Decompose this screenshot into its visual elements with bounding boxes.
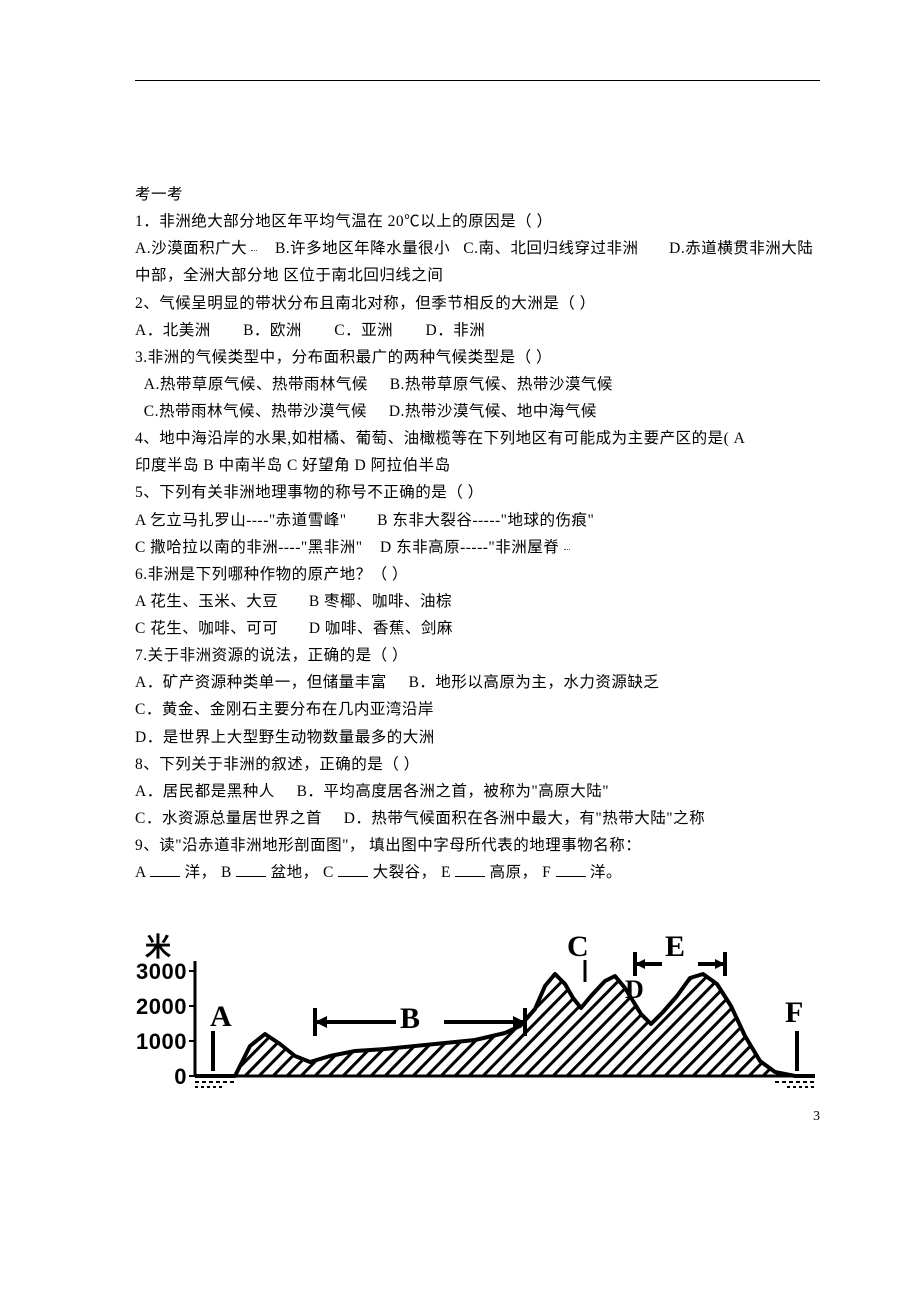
- page-number: 3: [813, 1109, 820, 1125]
- q6-opt-a: A 花生、玉米、大豆: [135, 593, 278, 610]
- dot-underline: [564, 547, 570, 550]
- q9-fill: A 洋， B 盆地， C 大裂谷， E 高原， F 洋。: [135, 859, 820, 886]
- q5-opt-a: A 乞立马扎罗山----"赤道雪峰": [135, 512, 347, 529]
- q7-opt-c: C．黄金、金刚石主要分布在几内亚湾沿岸: [135, 696, 820, 723]
- q7-options-1: A．矿产资源种类单一，但储量丰富 B．地形以高原为主，水力资源缺乏: [135, 669, 820, 696]
- q7-opt-d: D．是世界上大型野生动物数量最多的大洲: [135, 724, 820, 751]
- q2-options: A．北美洲 B．欧洲 C．亚洲 D．非洲: [135, 317, 820, 344]
- dot-underline: [251, 248, 257, 251]
- q2-opt-b: B．欧洲: [243, 322, 302, 339]
- q2-opt-a: A．北美洲: [135, 322, 211, 339]
- terrain-profile-svg: 米3000 2000 1000 0 A F B C ED: [135, 926, 835, 1106]
- q1-opt-b: B.许多地区年降水量很小: [275, 240, 450, 257]
- q8-opt-a: A．居民都是黑种人: [135, 783, 275, 800]
- q8-stem: 8、下列关于非洲的叙述，正确的是（ ）: [135, 751, 820, 778]
- q1-opt-a: A.沙漠面积广大: [135, 240, 247, 257]
- q9-E-suffix: 高原，: [490, 864, 538, 881]
- q6-opt-c: C 花生、咖啡、可可: [135, 620, 278, 637]
- svg-text:3000: 3000: [136, 959, 187, 984]
- svg-text:A: A: [210, 1000, 232, 1033]
- svg-text:B: B: [400, 1002, 421, 1035]
- q9-C-suffix: 大裂谷，: [373, 864, 437, 881]
- q9-A-prefix: A: [135, 864, 146, 881]
- blank: [455, 876, 485, 877]
- svg-text:2000: 2000: [136, 994, 187, 1019]
- q5-opt-b: B 东非大裂谷-----"地球的伤痕": [377, 512, 594, 529]
- q3-stem: 3.非洲的气候类型中，分布面积最广的两种气候类型是（ ）: [135, 344, 820, 371]
- q7-stem: 7.关于非洲资源的说法，正确的是（ ）: [135, 642, 820, 669]
- q4-stem-a: 4、地中海沿岸的水果,如柑橘、葡萄、油橄榄等在下列地区有可能成为主要产区的是( …: [135, 425, 820, 452]
- q3-opt-c: C.热带雨林气候、热带沙漠气候: [144, 403, 367, 420]
- q5-stem: 5、下列有关非洲地理事物的称号不正确的是（ ）: [135, 479, 820, 506]
- q5-opt-c: C 撒哈拉以南的非洲----"黑非洲": [135, 539, 363, 556]
- q9-B-suffix: 盆地，: [271, 864, 319, 881]
- q6-opt-b: B 枣椰、咖啡、油棕: [309, 593, 452, 610]
- q8-options-1: A．居民都是黑种人 B．平均高度居各洲之首，被称为"高原大陆": [135, 778, 820, 805]
- top-rule: [135, 80, 820, 81]
- svg-text:0: 0: [174, 1064, 187, 1089]
- q6-stem: 6.非洲是下列哪种作物的原产地？（ ）: [135, 561, 820, 588]
- q3-opt-d: D.热带沙漠气候、地中海气候: [389, 403, 597, 420]
- q6-options-2: C 花生、咖啡、可可 D 咖啡、香蕉、剑麻: [135, 615, 820, 642]
- q3-opt-b: B.热带草原气候、热带沙漠气候: [390, 376, 613, 393]
- svg-text:1000: 1000: [136, 1029, 187, 1054]
- q8-opt-c: C．水资源总量居世界之首: [135, 810, 322, 827]
- q8-opt-d: D．热带气候面积在各洲中最大，有"热带大陆"之称: [344, 810, 705, 827]
- exam-content: 考一考 1．非洲绝大部分地区年平均气温在 20℃以上的原因是（ ） A.沙漠面积…: [135, 181, 820, 1115]
- svg-text:E: E: [665, 930, 686, 963]
- blank: [236, 876, 266, 877]
- q2-opt-d: D．非洲: [426, 322, 486, 339]
- q9-A-suffix: 洋，: [185, 864, 217, 881]
- q9-stem: 9、读"沿赤道非洲地形剖面图"， 填出图中字母所代表的地理事物名称：: [135, 832, 820, 859]
- q9-B-prefix: B: [221, 864, 232, 881]
- q9-C-prefix: C: [323, 864, 334, 881]
- svg-text:F: F: [785, 996, 804, 1029]
- svg-text:米: 米: [145, 933, 172, 962]
- q5-options-1: A 乞立马扎罗山----"赤道雪峰" B 东非大裂谷-----"地球的伤痕": [135, 507, 820, 534]
- q5-options-2: C 撒哈拉以南的非洲----"黑非洲" D 东非高原-----"非洲屋脊: [135, 534, 820, 561]
- q8-options-2: C．水资源总量居世界之首 D．热带气候面积在各洲中最大，有"热带大陆"之称: [135, 805, 820, 832]
- svg-text:D: D: [625, 975, 644, 1004]
- blank: [150, 876, 180, 877]
- q1-opt-c: C.南、北回归线穿过非洲: [463, 240, 638, 257]
- q2-opt-c: C．亚洲: [334, 322, 393, 339]
- q3-options-2: C.热带雨林气候、热带沙漠气候 D.热带沙漠气候、地中海气候: [135, 398, 820, 425]
- q1-stem: 1．非洲绝大部分地区年平均气温在 20℃以上的原因是（ ）: [135, 208, 820, 235]
- q7-opt-b: B．地形以高原为主，水力资源缺乏: [409, 674, 660, 691]
- q6-opt-d: D 咖啡、香蕉、剑麻: [309, 620, 453, 637]
- terrain-profile-chart: 米3000 2000 1000 0 A F B C ED: [135, 926, 820, 1115]
- q6-options-1: A 花生、玉米、大豆 B 枣椰、咖啡、油棕: [135, 588, 820, 615]
- heading: 考一考: [135, 181, 820, 208]
- blank: [338, 876, 368, 877]
- q8-opt-b: B．平均高度居各洲之首，被称为"高原大陆": [297, 783, 610, 800]
- q9-F-suffix: 洋。: [590, 864, 622, 881]
- q1-options: A.沙漠面积广大 B.许多地区年降水量很小 C.南、北回归线穿过非洲 D.赤道横…: [135, 235, 820, 289]
- svg-text:C: C: [567, 930, 589, 963]
- q5-opt-d: D 东非高原-----"非洲屋脊: [380, 539, 559, 556]
- q3-options-1: A.热带草原气候、热带雨林气候 B.热带草原气候、热带沙漠气候: [135, 371, 820, 398]
- q3-opt-a: A.热带草原气候、热带雨林气候: [144, 376, 368, 393]
- q7-opt-a: A．矿产资源种类单一，但储量丰富: [135, 674, 387, 691]
- q4-stem-b: 印度半岛 B 中南半岛 C 好望角 D 阿拉伯半岛: [135, 452, 820, 479]
- q9-F-prefix: F: [542, 864, 551, 881]
- blank: [556, 876, 586, 877]
- q9-E-prefix: E: [441, 864, 451, 881]
- q2-stem: 2、气候呈明显的带状分布且南北对称，但季节相反的大洲是（ ）: [135, 290, 820, 317]
